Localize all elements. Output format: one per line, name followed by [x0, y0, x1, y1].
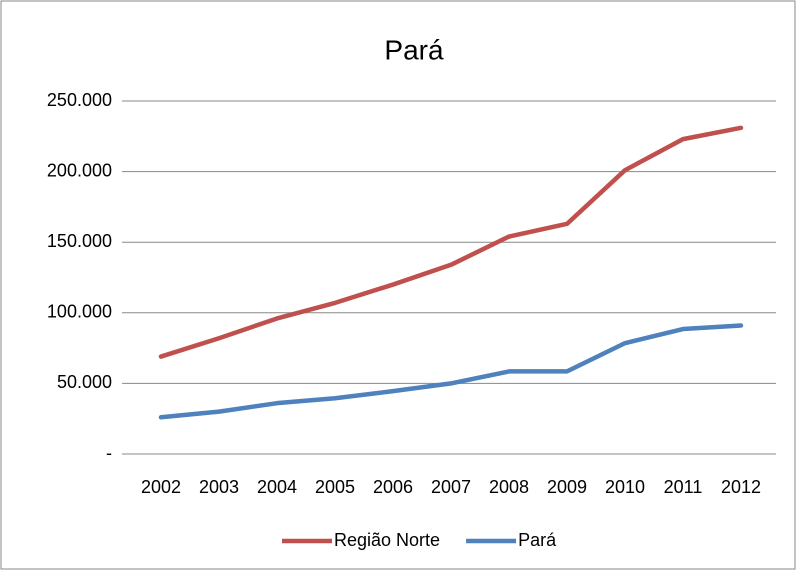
- y-tick-label: 100.000: [47, 302, 112, 322]
- line-series: [158, 323, 744, 420]
- line-series: [158, 125, 744, 359]
- x-tick-label: 2002: [141, 477, 181, 497]
- x-tick-label: 2011: [664, 477, 703, 497]
- x-tick-label: 2003: [199, 477, 239, 497]
- legend-label: Pará: [518, 530, 557, 550]
- x-tick-label: 2012: [721, 477, 761, 497]
- y-tick-label: -: [106, 443, 112, 463]
- x-tick-label: 2007: [431, 477, 471, 497]
- y-tick-label: 200.000: [47, 160, 112, 180]
- chart-title: Pará: [384, 34, 444, 65]
- y-tick-label: 50.000: [57, 372, 112, 392]
- legend-label: Região Norte: [334, 530, 440, 550]
- y-tick-label: 150.000: [47, 231, 112, 251]
- x-tick-label: 2005: [315, 477, 355, 497]
- x-tick-label: 2010: [605, 477, 645, 497]
- y-tick-label: 250.000: [47, 90, 112, 110]
- x-tick-label: 2004: [257, 477, 297, 497]
- x-tick-label: 2009: [547, 477, 587, 497]
- x-tick-label: 2008: [489, 477, 529, 497]
- x-tick-label: 2006: [373, 477, 413, 497]
